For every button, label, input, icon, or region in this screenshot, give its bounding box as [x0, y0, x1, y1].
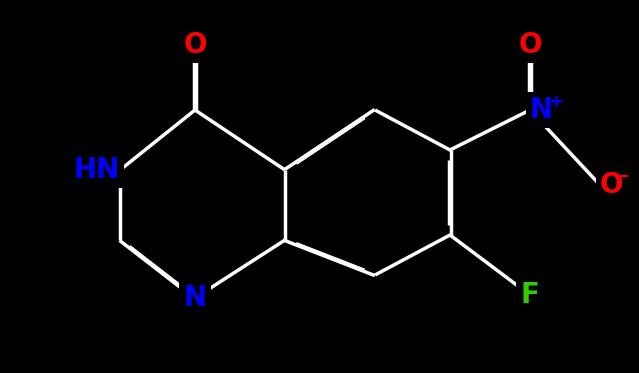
Text: HN: HN: [73, 156, 120, 184]
Text: O: O: [600, 171, 624, 199]
Text: +: +: [548, 93, 563, 111]
Text: N: N: [183, 284, 206, 312]
Text: F: F: [521, 281, 539, 309]
Text: O: O: [518, 31, 542, 59]
Text: O: O: [183, 31, 207, 59]
Text: N: N: [530, 96, 553, 124]
Text: −: −: [614, 168, 629, 186]
